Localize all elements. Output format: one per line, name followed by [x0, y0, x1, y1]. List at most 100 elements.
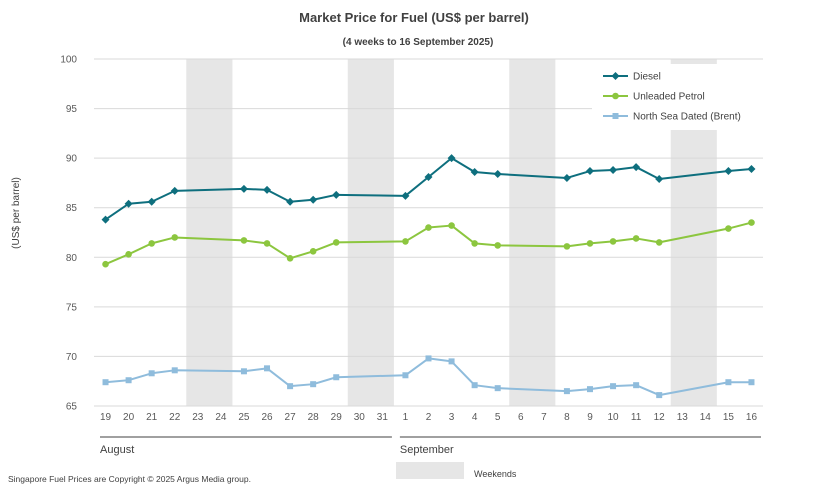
data-point — [147, 197, 156, 206]
x-tick-label: 10 — [607, 412, 619, 423]
x-tick-label: 28 — [308, 412, 320, 423]
data-point — [333, 374, 340, 381]
data-point — [655, 174, 664, 183]
data-point — [612, 92, 619, 100]
data-point — [655, 239, 663, 246]
y-tick-label: 90 — [66, 154, 78, 165]
data-point — [447, 154, 456, 163]
weekend-band — [186, 59, 233, 406]
data-point — [263, 185, 272, 194]
x-tick-label: 30 — [354, 412, 366, 423]
x-tick-label: 16 — [746, 412, 758, 423]
data-point — [448, 358, 455, 365]
data-point — [586, 386, 593, 393]
data-point — [610, 383, 617, 390]
data-point — [332, 190, 341, 199]
chart-subtitle: (4 weeks to 16 September 2025) — [343, 37, 494, 48]
y-axis-ticks: 65 70 75 80 85 90 95 100 — [60, 55, 77, 413]
x-tick-label: 20 — [123, 412, 135, 423]
weekend-band — [509, 59, 556, 406]
data-point — [425, 355, 432, 362]
data-point — [124, 199, 133, 208]
data-point — [402, 372, 409, 379]
data-point — [148, 370, 155, 377]
x-tick-label: 12 — [654, 412, 666, 423]
data-point — [102, 260, 109, 268]
data-point — [171, 234, 179, 241]
data-point — [240, 237, 248, 244]
y-tick-label: 85 — [66, 203, 78, 214]
data-point — [611, 72, 620, 80]
x-tick-label: 11 — [631, 412, 642, 423]
weekend-swatch — [396, 462, 464, 479]
data-point — [101, 215, 110, 224]
data-point — [609, 238, 617, 245]
data-point — [332, 239, 340, 246]
series-lines — [101, 154, 756, 399]
month-label: August — [100, 444, 134, 456]
data-point — [724, 167, 733, 176]
data-point — [125, 251, 132, 258]
data-point — [286, 254, 294, 262]
x-tick-label: 21 — [146, 412, 158, 423]
y-tick-label: 95 — [66, 104, 78, 115]
data-point — [494, 242, 502, 249]
data-point — [563, 243, 571, 250]
x-tick-label: 3 — [449, 412, 455, 423]
data-point — [633, 382, 640, 389]
x-tick-label: 27 — [285, 412, 297, 423]
data-point — [425, 224, 432, 231]
data-point — [748, 219, 755, 226]
data-point — [656, 392, 663, 399]
y-tick-label: 65 — [66, 402, 78, 413]
data-point — [171, 367, 178, 374]
series — [101, 154, 756, 224]
x-tick-label: 8 — [564, 412, 570, 423]
data-point — [632, 163, 641, 172]
data-point — [494, 385, 501, 392]
y-axis-label: (US$ per barrel) — [11, 177, 22, 249]
data-point — [240, 368, 247, 375]
x-tick-label: 23 — [192, 412, 204, 423]
data-point — [725, 379, 732, 386]
x-tick-label: 1 — [403, 412, 409, 423]
x-tick-label: 2 — [426, 412, 432, 423]
data-point — [148, 240, 155, 247]
data-point — [287, 383, 294, 390]
weekend-key: Weekends — [396, 462, 517, 479]
x-tick-label: 26 — [261, 412, 273, 423]
data-point — [585, 167, 594, 176]
month-axis: August September — [100, 436, 761, 456]
series — [102, 355, 755, 399]
y-tick-label: 70 — [66, 352, 78, 363]
data-point — [748, 379, 755, 386]
data-point — [424, 172, 433, 181]
data-point — [471, 240, 478, 247]
x-tick-label: 15 — [723, 412, 735, 423]
legend-entry: North Sea Dated (Brent) — [633, 112, 741, 123]
data-point — [632, 235, 640, 242]
series — [102, 219, 755, 268]
data-point — [493, 170, 502, 179]
data-point — [263, 240, 271, 247]
x-tick-label: 29 — [331, 412, 343, 423]
data-point — [612, 113, 619, 119]
data-point — [125, 377, 132, 384]
data-point — [286, 197, 295, 206]
x-tick-label: 9 — [587, 412, 593, 423]
legend-entry: Diesel — [633, 72, 661, 83]
data-point — [563, 388, 570, 395]
x-tick-label: 6 — [518, 412, 524, 423]
x-tick-label: 19 — [100, 412, 112, 423]
data-point — [264, 365, 271, 372]
x-tick-label: 7 — [541, 412, 547, 423]
x-tick-label: 4 — [472, 412, 478, 423]
data-point — [310, 381, 317, 388]
y-tick-label: 75 — [66, 302, 78, 313]
x-tick-label: 13 — [677, 412, 689, 423]
data-point — [470, 168, 479, 177]
data-point — [562, 173, 571, 182]
data-point — [239, 184, 248, 193]
legend: Diesel Unleaded Petrol North Sea Dated (Br… — [592, 64, 764, 130]
